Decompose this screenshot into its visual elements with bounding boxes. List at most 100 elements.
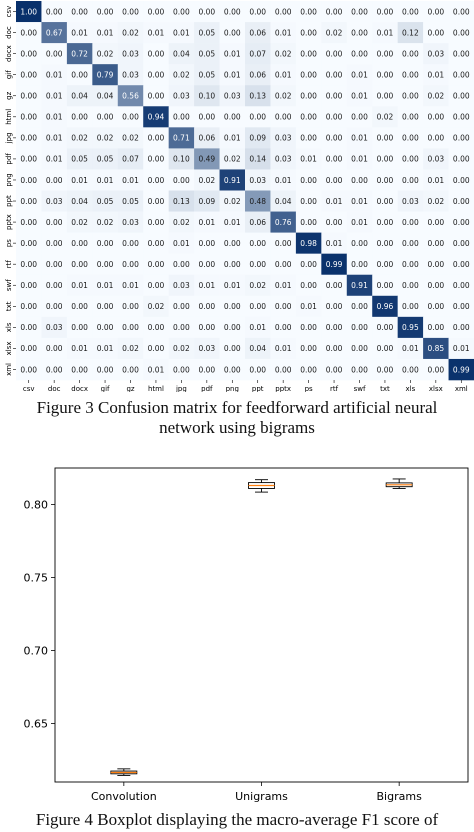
cm-cell-value: 0.04 [249, 344, 266, 353]
cm-cell [117, 274, 144, 297]
cm-cell [66, 316, 93, 339]
cm-cell [270, 43, 297, 65]
cm-cell-value: 0.00 [326, 218, 343, 227]
cm-cell [41, 274, 68, 297]
cm-cell [372, 1, 398, 23]
cm-x-tick-label: html [148, 385, 164, 392]
cm-cell [245, 106, 271, 128]
cm-cell-value: 0.00 [453, 70, 470, 79]
cm-cell [16, 316, 42, 339]
cm-cell-value: 0.00 [402, 281, 419, 290]
cm-cell [219, 148, 246, 170]
cm-cell [295, 127, 322, 149]
cm-cell-value: 0.02 [97, 49, 114, 58]
cm-cell-value: 0.85 [427, 344, 444, 353]
cm-cell [219, 64, 246, 86]
cm-cell-value: 0.03 [122, 49, 139, 58]
cm-cell [66, 337, 93, 360]
cm-cell-value: 0.03 [427, 49, 444, 58]
cm-cell [16, 190, 42, 212]
cm-cell [372, 64, 398, 86]
cm-cell-value: 0.00 [300, 197, 317, 206]
cm-cell [397, 274, 424, 297]
cm-cell-value: 0.00 [198, 365, 215, 374]
cm-y-tick-label: doc [5, 26, 13, 39]
cm-cell [168, 274, 195, 297]
cm-cell-value: 0.00 [300, 218, 317, 227]
cm-cell-value: 0.00 [427, 218, 444, 227]
cm-cell [92, 295, 119, 318]
cm-cell [143, 295, 169, 318]
cm-cell [219, 169, 246, 191]
cm-cell [41, 337, 68, 360]
cm-cell-value: 0.00 [173, 113, 190, 122]
cm-cell [448, 190, 474, 212]
cm-cell [372, 169, 398, 191]
cm-cell-value: 0.01 [148, 365, 165, 374]
cm-cell-value: 0.03 [402, 197, 419, 206]
cm-cell-value: 0.01 [46, 134, 63, 143]
cm-cell-value: 0.00 [46, 365, 63, 374]
cm-cell-value: 0.00 [402, 70, 419, 79]
cm-cell [295, 148, 322, 170]
cm-cell-value: 0.00 [173, 260, 190, 269]
cm-cell-value: 0.00 [249, 7, 266, 16]
figure4-caption: Figure 4 Boxplot displaying the macro-av… [0, 810, 474, 830]
cm-cell [397, 106, 424, 128]
cm-cell [270, 1, 297, 23]
cm-cell [194, 64, 220, 86]
cm-cell-value: 0.00 [427, 28, 444, 37]
cm-cell-value: 0.04 [97, 92, 114, 101]
cm-cell-value: 0.01 [224, 70, 241, 79]
cm-cell-value: 0.00 [377, 176, 394, 185]
cm-cell-value: 0.00 [351, 365, 368, 374]
cm-cell [423, 64, 449, 86]
cm-cell-value: 0.00 [402, 7, 419, 16]
cm-cell-value: 0.00 [148, 176, 165, 185]
cm-cell-value: 0.04 [71, 92, 88, 101]
cm-cell-value: 0.03 [122, 70, 139, 79]
cm-cell-value: 0.00 [173, 302, 190, 311]
cm-cell-value: 0.00 [46, 302, 63, 311]
cm-cell-value: 0.00 [20, 176, 37, 185]
cm-cell [41, 295, 68, 318]
cm-cell-value: 0.00 [148, 134, 165, 143]
cm-cell-value: 0.00 [377, 134, 394, 143]
cm-cell [194, 295, 220, 318]
cm-x-tick-label: jpg [175, 385, 187, 392]
cm-cell [143, 337, 169, 360]
cm-cell [397, 232, 424, 254]
cm-x-tick-label: csv [23, 385, 35, 392]
cm-cell [41, 1, 68, 23]
cm-x-tick-label: xls [406, 385, 416, 392]
cm-cell [346, 106, 373, 128]
cm-cell [397, 169, 424, 191]
cm-cell [117, 127, 144, 149]
cm-cell [66, 169, 93, 191]
cm-cell-value: 0.00 [402, 365, 419, 374]
cm-cell [321, 316, 348, 339]
cm-cell [321, 337, 348, 360]
cm-cell-value: 0.00 [402, 92, 419, 101]
cm-cell-value: 0.00 [122, 239, 139, 248]
cm-cell [194, 337, 220, 360]
cm-cell-value: 0.00 [402, 260, 419, 269]
cm-cell [346, 253, 373, 276]
cm-cell [194, 358, 220, 381]
cm-cell-value: 0.00 [275, 365, 292, 374]
cm-cell-value: 0.00 [198, 239, 215, 248]
cm-cell-value: 0.01 [97, 281, 114, 290]
cm-cell [168, 127, 195, 149]
cm-cell-value: 0.00 [351, 49, 368, 58]
cm-cell-value: 0.00 [300, 28, 317, 37]
cm-cell-value: 0.00 [326, 134, 343, 143]
cm-cell [448, 295, 474, 318]
cm-cell [117, 337, 144, 360]
cm-cell-value: 0.00 [453, 113, 470, 122]
cm-cell [321, 127, 348, 149]
cm-cell [92, 1, 119, 23]
cm-cell [372, 22, 398, 44]
cm-cell-value: 0.00 [326, 7, 343, 16]
cm-cell-value: 0.91 [351, 281, 368, 290]
cm-y-tick-label: html [5, 109, 13, 125]
